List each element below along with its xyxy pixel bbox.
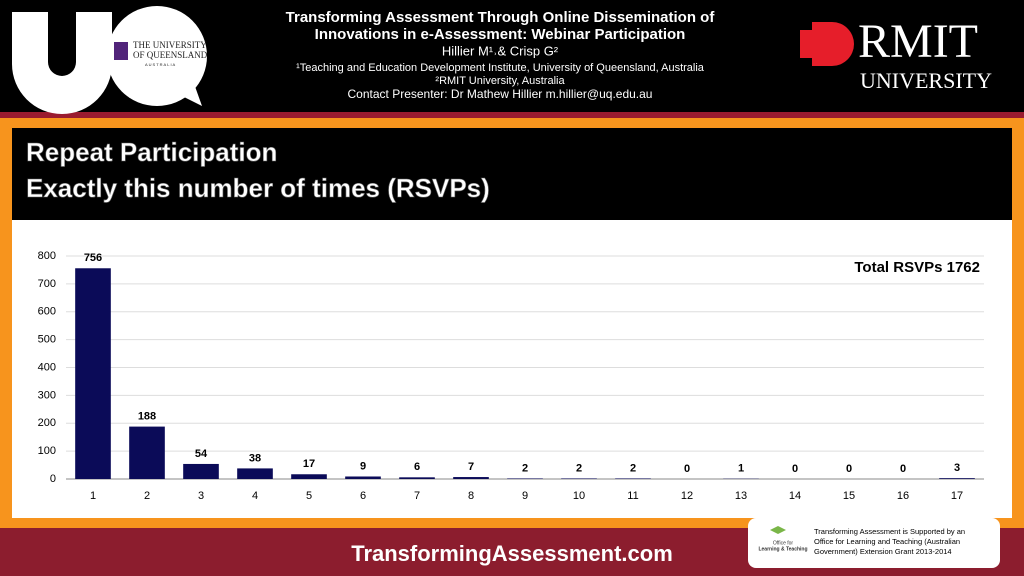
- chart-title: Repeat Participation: [26, 137, 277, 167]
- data-label: 0: [684, 463, 690, 475]
- header-title: Transforming Assessment Through Online D…: [286, 9, 716, 26]
- authors: Hillier M¹˒& Crisp G²: [442, 43, 559, 58]
- olt-icon: [770, 526, 786, 534]
- x-tick-label: 12: [681, 490, 693, 502]
- data-label: 188: [138, 411, 156, 423]
- rmit-logo-text: UNIVERSITY: [860, 68, 992, 93]
- uq-logo-text: THE UNIVERSITY: [133, 40, 207, 50]
- x-tick-label: 5: [306, 490, 312, 502]
- affiliation: ¹Teaching and Education Development Inst…: [296, 62, 705, 74]
- x-tick-label: 11: [627, 490, 638, 502]
- x-tick-label: 17: [951, 490, 963, 502]
- uq-logo-text: OF QUEENSLAND: [133, 50, 208, 60]
- support-text: Government) Extension Grant 2013-2014: [814, 547, 952, 556]
- x-tick-label: 16: [897, 490, 909, 502]
- chart-area: [12, 220, 1012, 518]
- x-tick-label: 4: [252, 490, 258, 502]
- bar: [507, 478, 543, 479]
- olt-logo-text: Office for: [773, 540, 794, 546]
- uq-q-tail: [170, 78, 202, 106]
- x-tick-label: 14: [789, 490, 801, 502]
- bar: [75, 268, 111, 479]
- bar: [399, 477, 435, 479]
- data-label: 756: [84, 252, 102, 264]
- uq-q: [107, 6, 207, 106]
- bar: [291, 474, 327, 479]
- contact: Contact Presenter: Dr Mathew Hillier m.h…: [348, 87, 653, 101]
- data-label: 2: [522, 462, 528, 474]
- title-box: [12, 128, 1012, 220]
- affiliation: ²RMIT University, Australia: [435, 75, 565, 87]
- data-label: 7: [468, 461, 474, 473]
- uq-u: [12, 12, 112, 114]
- header-stripe: [0, 112, 1024, 118]
- x-tick-label: 10: [573, 490, 585, 502]
- data-label: 2: [630, 462, 636, 474]
- y-tick-label: 600: [38, 306, 56, 318]
- support-box: [748, 518, 1000, 568]
- data-label: 0: [792, 463, 798, 475]
- bar: [129, 426, 165, 479]
- x-tick-label: 15: [843, 490, 855, 502]
- rmit-pixel: [800, 22, 854, 66]
- y-tick-label: 100: [38, 445, 56, 457]
- x-tick-label: 6: [360, 490, 366, 502]
- uq-crest: [114, 42, 128, 60]
- x-tick-label: 9: [522, 490, 528, 502]
- data-label: 38: [249, 452, 261, 464]
- x-tick-label: 1: [90, 490, 96, 502]
- data-label: 6: [414, 461, 420, 473]
- support-text: Transforming Assessment is Supported by …: [814, 527, 965, 536]
- annotation: Total RSVPs 1762: [854, 259, 980, 276]
- x-tick-label: 2: [144, 490, 150, 502]
- uq-logo-text: AUSTRALIA: [145, 62, 176, 67]
- y-tick-label: 500: [38, 334, 56, 346]
- bar: [615, 478, 651, 479]
- bar: [183, 463, 219, 479]
- website: TransformingAssessment.com: [351, 541, 673, 566]
- data-label: 0: [900, 463, 906, 475]
- data-label: 17: [303, 458, 315, 470]
- data-label: 0: [846, 463, 852, 475]
- x-tick-label: 13: [735, 490, 747, 502]
- y-tick-label: 800: [38, 250, 56, 262]
- x-tick-label: 3: [198, 490, 204, 502]
- data-label: 1: [738, 463, 744, 475]
- rmit-logo-text: RMIT: [858, 15, 978, 68]
- x-tick-label: 8: [468, 490, 474, 502]
- support-text: Office for Learning and Teaching (Austra…: [814, 537, 960, 546]
- bar: [939, 478, 975, 479]
- data-label: 2: [576, 462, 582, 474]
- olt-logo-text: Learning & Teaching: [758, 546, 807, 552]
- y-tick-label: 700: [38, 278, 56, 290]
- chart-title: Exactly this number of times (RSVPs): [26, 173, 490, 203]
- header-title: Innovations in e-Assessment: Webinar Par…: [315, 26, 686, 43]
- bar: [561, 478, 597, 479]
- y-tick-label: 400: [38, 361, 56, 373]
- bar: [345, 476, 381, 479]
- y-tick-label: 0: [50, 473, 56, 485]
- data-label: 54: [195, 448, 208, 460]
- y-tick-label: 200: [38, 417, 56, 429]
- bar: [453, 477, 489, 479]
- data-label: 3: [954, 462, 960, 474]
- y-tick-label: 300: [38, 389, 56, 401]
- data-label: 9: [360, 460, 366, 472]
- x-tick-label: 7: [414, 490, 420, 502]
- bar: [237, 468, 273, 479]
